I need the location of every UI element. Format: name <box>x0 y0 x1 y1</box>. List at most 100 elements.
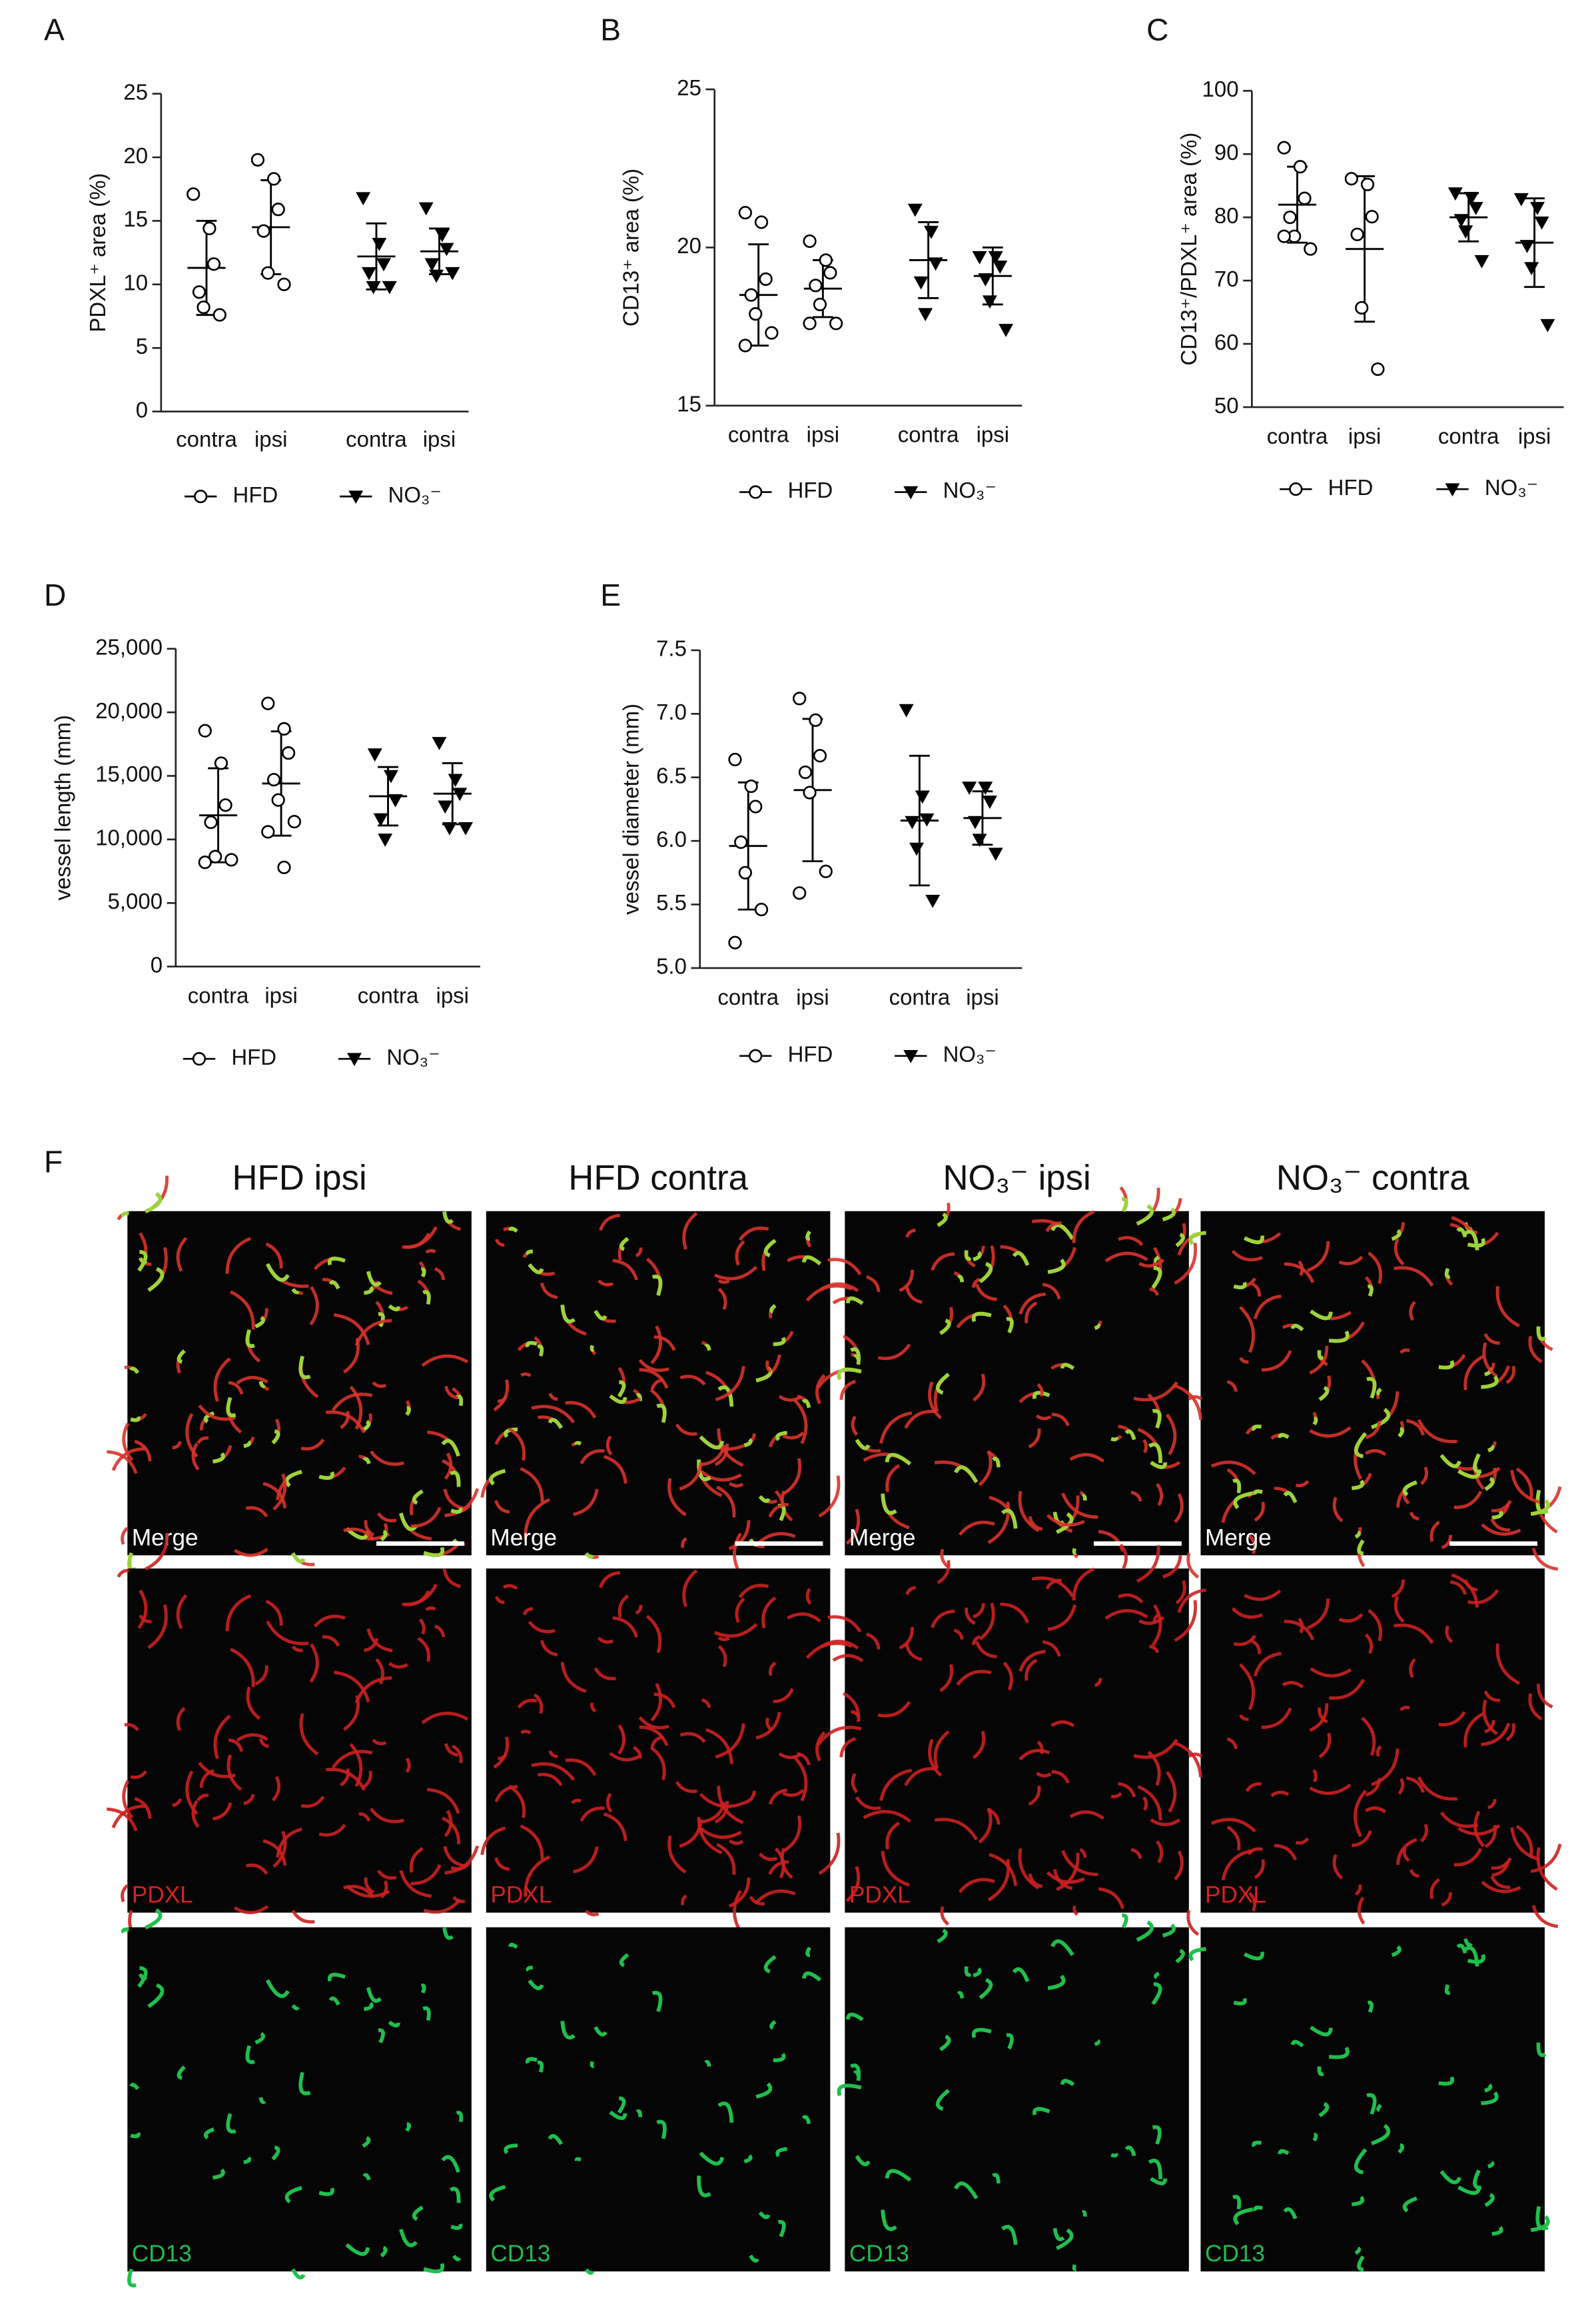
vessel <box>1261 1350 1292 1372</box>
data-point <box>439 243 454 257</box>
micrograph: PDXL <box>805 1543 1200 1936</box>
legend-label: NO₃⁻ <box>943 1041 997 1066</box>
vessel <box>291 1910 315 1924</box>
pericyte <box>1444 1268 1451 1279</box>
vessel <box>667 1835 687 1874</box>
vessel <box>1042 1283 1061 1300</box>
image-label: PDXL <box>849 1882 911 1908</box>
vessel <box>827 1257 862 1276</box>
vessel <box>1307 1241 1330 1273</box>
pericyte <box>127 2268 137 2288</box>
vessel <box>717 1279 730 1284</box>
pericyte <box>837 2083 862 2097</box>
vessel <box>973 1603 985 1619</box>
x-tick-label: contra <box>188 983 249 1008</box>
vessel <box>743 1790 757 1805</box>
pericyte <box>1188 1231 1206 1245</box>
x-tick-label: contra <box>1438 424 1499 448</box>
vessel <box>1457 1824 1501 1836</box>
vessel <box>124 1723 139 1732</box>
vessel <box>728 1839 744 1845</box>
vessel <box>650 1682 662 1722</box>
vessel <box>940 1548 950 1568</box>
pericyte <box>362 2173 371 2181</box>
vessel <box>1328 1678 1366 1700</box>
pericyte <box>121 1211 129 1218</box>
data-point <box>988 251 1003 265</box>
vessel <box>560 1662 587 1693</box>
vessel <box>1309 1426 1352 1438</box>
vessel <box>845 1866 861 1902</box>
pericyte <box>203 2127 215 2139</box>
pericyte <box>1001 2225 1018 2245</box>
pericyte <box>1232 1478 1242 1494</box>
y-tick-label: 25,000 <box>95 634 163 659</box>
pericyte <box>1233 1281 1247 1290</box>
pericyte <box>1310 2025 1333 2037</box>
pericyte <box>777 2219 786 2237</box>
vessel <box>597 1279 614 1287</box>
vessel <box>717 1428 744 1467</box>
pericyte <box>763 1239 777 1258</box>
vessel <box>145 1532 169 1571</box>
vessel <box>1481 1722 1511 1746</box>
data-point <box>813 297 827 312</box>
y-tick-label: 7.5 <box>656 636 687 661</box>
x-tick-label: ipsi <box>966 985 998 1009</box>
data-point <box>1371 362 1385 376</box>
vessel <box>421 1354 468 1367</box>
vessel <box>197 1436 209 1444</box>
vessel <box>866 1632 881 1650</box>
vessel <box>782 1788 805 1797</box>
pericyte <box>362 1456 371 1464</box>
vessel <box>399 1870 432 1898</box>
vessel <box>258 1738 269 1748</box>
x-tick-label: contra <box>728 422 789 447</box>
pericyte <box>1376 1387 1382 1396</box>
vessel <box>855 1796 881 1810</box>
vessel <box>885 1464 901 1492</box>
vessel <box>172 1798 183 1807</box>
pericyte <box>855 2155 871 2167</box>
pericyte <box>1402 1480 1417 1496</box>
vessel <box>1510 1827 1540 1862</box>
pericyte <box>1252 1425 1262 1431</box>
vessel <box>783 1815 802 1852</box>
vessel <box>272 1473 287 1511</box>
vessel <box>933 1730 950 1770</box>
vessel <box>1453 1848 1483 1867</box>
vessel <box>1394 1596 1405 1623</box>
pericyte <box>378 1312 385 1328</box>
pericyte <box>362 1420 371 1432</box>
pericyte <box>590 1345 595 1352</box>
vessel <box>765 1360 772 1373</box>
vessel <box>1172 1740 1203 1778</box>
legend-label: NO₃⁻ <box>388 482 442 507</box>
vessel <box>1188 1752 1203 1758</box>
vessel <box>681 1894 687 1906</box>
x-tick-label: ipsi <box>264 983 297 1008</box>
vessel <box>497 1396 508 1403</box>
pericyte <box>1124 1429 1136 1440</box>
vessel <box>362 1770 372 1789</box>
legend-marker <box>347 1053 362 1067</box>
pericyte <box>845 2012 864 2021</box>
vessel <box>334 1313 370 1345</box>
vessel <box>1174 1600 1198 1642</box>
vessel <box>851 1415 859 1437</box>
data-point <box>759 272 773 287</box>
vessel <box>236 1376 268 1385</box>
vessel <box>768 1788 787 1805</box>
vessel <box>377 1512 397 1522</box>
pericyte <box>362 2136 371 2148</box>
vessel <box>1399 1348 1410 1355</box>
y-tick-label: 70 <box>1214 267 1239 291</box>
pericyte <box>327 1972 346 1982</box>
vessel <box>1177 1588 1206 1613</box>
pericyte <box>1047 1974 1066 1990</box>
vessel <box>565 1758 597 1776</box>
data-point <box>1458 225 1473 239</box>
vessel <box>404 1590 430 1606</box>
